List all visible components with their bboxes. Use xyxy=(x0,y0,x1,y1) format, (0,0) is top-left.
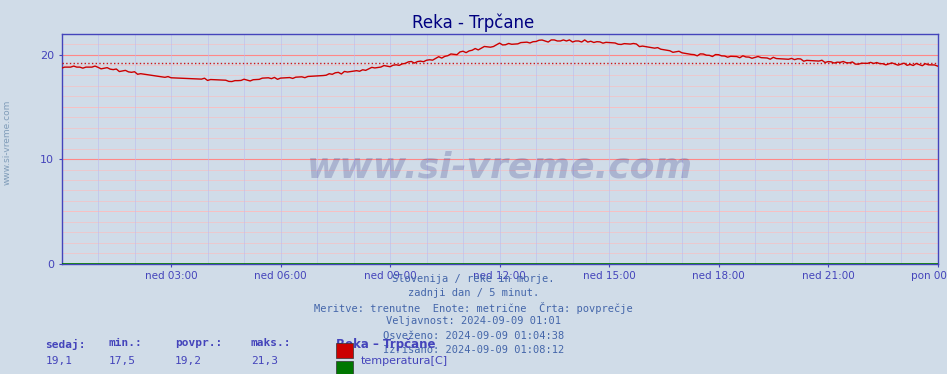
Text: 19,2: 19,2 xyxy=(175,356,203,367)
Text: Izrisano: 2024-09-09 01:08:12: Izrisano: 2024-09-09 01:08:12 xyxy=(383,345,564,355)
Text: www.si-vreme.com: www.si-vreme.com xyxy=(307,150,692,184)
Text: 17,5: 17,5 xyxy=(109,356,136,367)
Text: maks.:: maks.: xyxy=(251,338,292,349)
Text: 19,1: 19,1 xyxy=(45,356,73,367)
Text: min.:: min.: xyxy=(109,338,143,349)
Text: Meritve: trenutne  Enote: metrične  Črta: povprečje: Meritve: trenutne Enote: metrične Črta: … xyxy=(314,302,633,314)
Text: povpr.:: povpr.: xyxy=(175,338,223,349)
Text: 21,3: 21,3 xyxy=(251,356,278,367)
Text: zadnji dan / 5 minut.: zadnji dan / 5 minut. xyxy=(408,288,539,298)
Text: Slovenija / reke in morje.: Slovenija / reke in morje. xyxy=(392,274,555,284)
Text: temperatura[C]: temperatura[C] xyxy=(361,356,448,367)
Text: sedaj:: sedaj: xyxy=(45,338,86,349)
Text: www.si-vreme.com: www.si-vreme.com xyxy=(3,99,12,185)
Text: Veljavnost: 2024-09-09 01:01: Veljavnost: 2024-09-09 01:01 xyxy=(386,316,561,327)
Text: Reka - Trpčane: Reka - Trpčane xyxy=(412,13,535,31)
Text: Reka – Trpčane: Reka – Trpčane xyxy=(336,338,436,352)
Text: Osveženo: 2024-09-09 01:04:38: Osveženo: 2024-09-09 01:04:38 xyxy=(383,331,564,341)
